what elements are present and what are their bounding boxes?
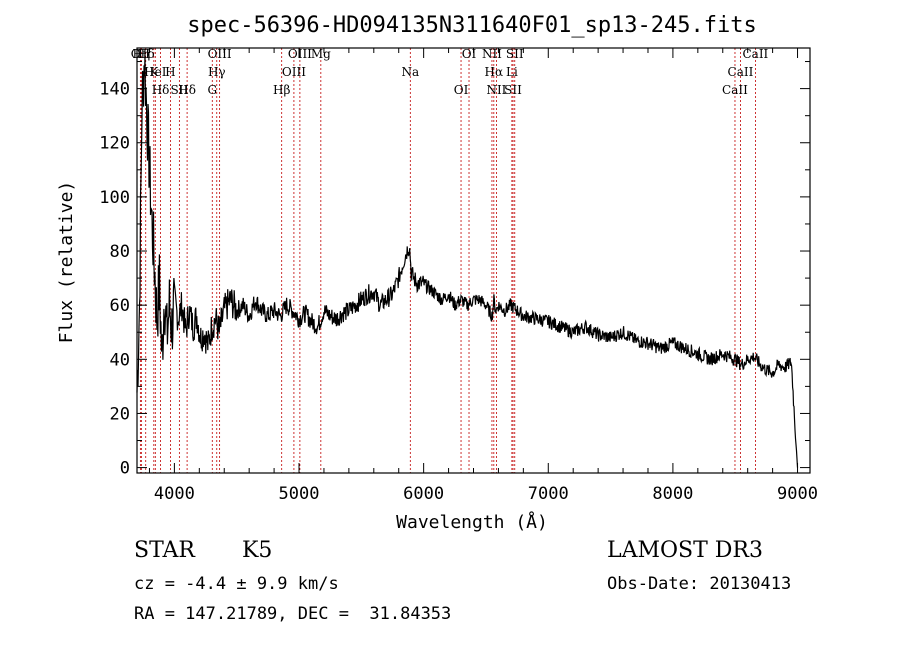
plot-frame (136, 47, 811, 474)
observation-date: Obs-Date: 20130413 (607, 574, 792, 594)
line-marker-label: OIII (282, 65, 306, 79)
line-marker-label: G (207, 83, 217, 97)
line-marker-label: OIII (208, 47, 232, 61)
chart-title: spec-56396-HD094135N311640F01_sp13-245.f… (187, 13, 757, 38)
line-marker-label: NII (486, 83, 506, 97)
y-tick-label: 40 (110, 350, 130, 370)
x-tick-label: 6000 (403, 484, 444, 504)
y-tick-label: 60 (110, 296, 130, 316)
x-tick-label: 9000 (777, 484, 818, 504)
redshift-velocity: cz = -4.4 ± 9.9 km/s (134, 574, 339, 594)
survey-name: LAMOST DR3 (607, 538, 763, 563)
x-axis-label: Wavelength (Å) (396, 511, 548, 533)
line-marker-label: CaII (728, 65, 754, 79)
y-axis-ticks: 0 20 40 60 80 100 120 140 (99, 61, 810, 479)
line-marker-label: H (165, 65, 175, 79)
line-marker-label: Mg (311, 47, 331, 61)
line-marker-label: Na (401, 65, 419, 79)
line-marker-label: OI (462, 47, 477, 61)
line-marker-label: CaII (722, 83, 748, 97)
line-marker-label: CaII (742, 47, 768, 61)
line-marker-label: Hα (485, 65, 504, 79)
x-axis-ticks: 4000 5000 6000 7000 8000 9000 (148, 48, 818, 504)
line-marker-label: Hδ (137, 47, 155, 61)
line-marker-label: OI (454, 83, 469, 97)
y-tick-label: 20 (110, 404, 130, 424)
line-marker-label: Hη (133, 47, 151, 61)
spectral-line-labels: HδKHδOIIHeISIIHηHHδOIIIHγGOIIIOIIIHβMgNa… (131, 47, 769, 97)
y-axis-label: Flux (relative) (56, 181, 77, 344)
y-tick-label: 0 (120, 459, 130, 479)
line-marker-label: K (149, 65, 159, 79)
x-tick-label: 4000 (154, 484, 195, 504)
line-marker-label: SII (171, 83, 189, 97)
line-marker-label: Hγ (208, 65, 226, 79)
object-class: STAR (134, 538, 195, 563)
line-marker-label: Li (506, 65, 518, 79)
x-tick-label: 5000 (279, 484, 320, 504)
line-marker-label: Hδ (152, 83, 170, 97)
line-marker-label: NII (482, 47, 502, 61)
line-marker-label: SII (506, 47, 524, 61)
line-marker-label: Hδ (178, 83, 196, 97)
x-tick-label: 7000 (528, 484, 569, 504)
y-tick-label: 100 (99, 188, 130, 208)
line-marker-label: Hβ (273, 83, 290, 97)
x-tick-label: 8000 (652, 484, 693, 504)
spectral-line-markers (139, 48, 756, 473)
object-subclass: K5 (242, 538, 273, 563)
spectrum-series-line (136, 54, 799, 468)
y-tick-label: 120 (99, 134, 130, 154)
line-marker-label: HeI (144, 65, 167, 79)
ra-dec-coordinates: RA = 147.21789, DEC = 31.84353 (134, 604, 452, 624)
y-tick-label: 80 (110, 242, 130, 262)
y-tick-label: 140 (99, 80, 130, 100)
line-marker-label: OIII (288, 47, 312, 61)
line-marker-label: SII (504, 83, 522, 97)
